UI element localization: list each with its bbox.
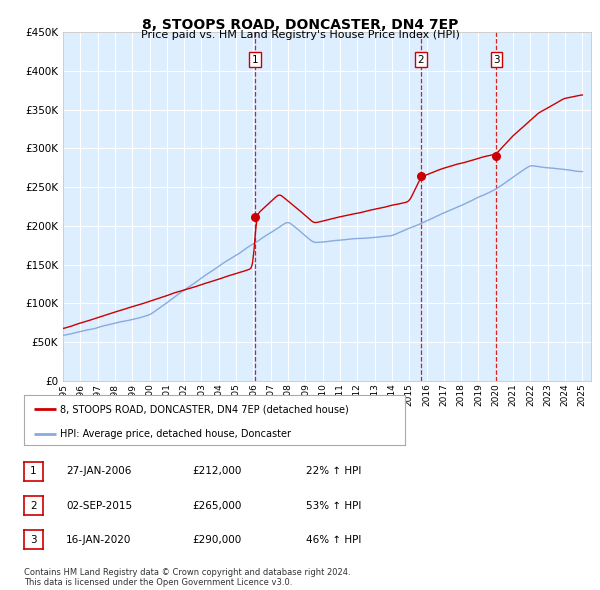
Text: HPI: Average price, detached house, Doncaster: HPI: Average price, detached house, Donc… <box>60 430 291 440</box>
Text: £290,000: £290,000 <box>192 535 241 545</box>
Text: 53% ↑ HPI: 53% ↑ HPI <box>306 501 361 510</box>
Text: Price paid vs. HM Land Registry's House Price Index (HPI): Price paid vs. HM Land Registry's House … <box>140 30 460 40</box>
Text: 1: 1 <box>251 54 258 64</box>
Text: 2: 2 <box>30 501 37 510</box>
Text: 1: 1 <box>30 467 37 476</box>
Text: 2: 2 <box>418 54 424 64</box>
Text: 22% ↑ HPI: 22% ↑ HPI <box>306 467 361 476</box>
Text: 02-SEP-2015: 02-SEP-2015 <box>66 501 132 510</box>
Text: Contains HM Land Registry data © Crown copyright and database right 2024.
This d: Contains HM Land Registry data © Crown c… <box>24 568 350 587</box>
Text: 3: 3 <box>30 535 37 545</box>
Text: 8, STOOPS ROAD, DONCASTER, DN4 7EP: 8, STOOPS ROAD, DONCASTER, DN4 7EP <box>142 18 458 32</box>
Text: 8, STOOPS ROAD, DONCASTER, DN4 7EP (detached house): 8, STOOPS ROAD, DONCASTER, DN4 7EP (deta… <box>60 404 349 414</box>
Text: £212,000: £212,000 <box>192 467 241 476</box>
Text: 27-JAN-2006: 27-JAN-2006 <box>66 467 131 476</box>
Text: 46% ↑ HPI: 46% ↑ HPI <box>306 535 361 545</box>
Text: £265,000: £265,000 <box>192 501 241 510</box>
Text: 16-JAN-2020: 16-JAN-2020 <box>66 535 131 545</box>
Text: 3: 3 <box>493 54 500 64</box>
